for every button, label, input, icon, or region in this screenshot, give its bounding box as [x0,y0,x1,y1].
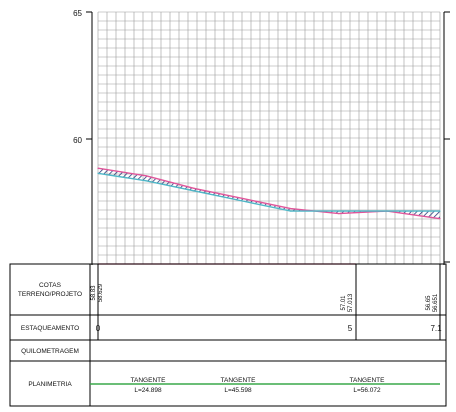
station-label-5: 5 [348,324,353,333]
terrain-profile-line-point [338,213,340,215]
project-profile-line-point [338,210,340,212]
y-tick-60: 60 [73,136,82,145]
profile-lines [97,167,441,220]
project-profile-line-point [97,172,99,174]
cota-projeto-7-1: 56.651 [433,293,439,312]
cota-projeto-0: 58.629 [98,283,104,302]
row-label-quilometragem: QUILOMETRAGEM [21,348,79,355]
cota-terreno-7-1: 56.65 [426,295,432,311]
row-label-planimetria: PLANIMETRIA [28,381,72,388]
project-profile-line-point [145,180,147,182]
row-label-cotas-line2: TERRENO/PROJETO [18,291,82,298]
cota-terreno-5: 57.01 [341,295,347,311]
project-profile-line [97,172,440,212]
right-axis [443,11,450,265]
row-label-cotas-line1: COTAS [39,282,62,289]
station-label-7-1: 7.1 [430,324,442,333]
profile-grid [97,11,441,265]
y-axis: 65 60 [73,9,93,265]
row-label-estaqueamento: ESTAQUEAMENTO [21,325,79,332]
tangent-3-length: L=56.072 [353,387,381,394]
terrain-profile-line-point [241,197,244,200]
cota-projeto-5: 57.013 [348,293,354,312]
tangent-1-length: L=24.898 [134,387,162,394]
terrain-profile-line-point [439,218,441,220]
tangent-1-title: TANGENTE [131,377,167,384]
station-label-0: 0 [96,324,101,333]
cota-terreno-0: 58.83 [91,285,97,301]
project-profile-line-point [290,210,292,212]
terrain-profile-line-point [193,187,195,189]
project-profile-line-point [386,210,388,212]
terrain-profile-line-point [97,167,99,169]
tangent-3-title: TANGENTE [350,377,386,384]
project-profile-line-point [193,190,195,192]
tangent-2-title: TANGENTE [221,377,257,384]
terrain-profile-line-point [290,207,292,210]
project-profile-line-point [241,200,244,202]
y-tick-65: 65 [73,9,82,18]
terrain-profile-line-point [145,175,147,177]
project-profile-line-point [439,210,441,212]
data-table [9,263,447,407]
tangent-2-length: L=45.598 [224,387,252,394]
